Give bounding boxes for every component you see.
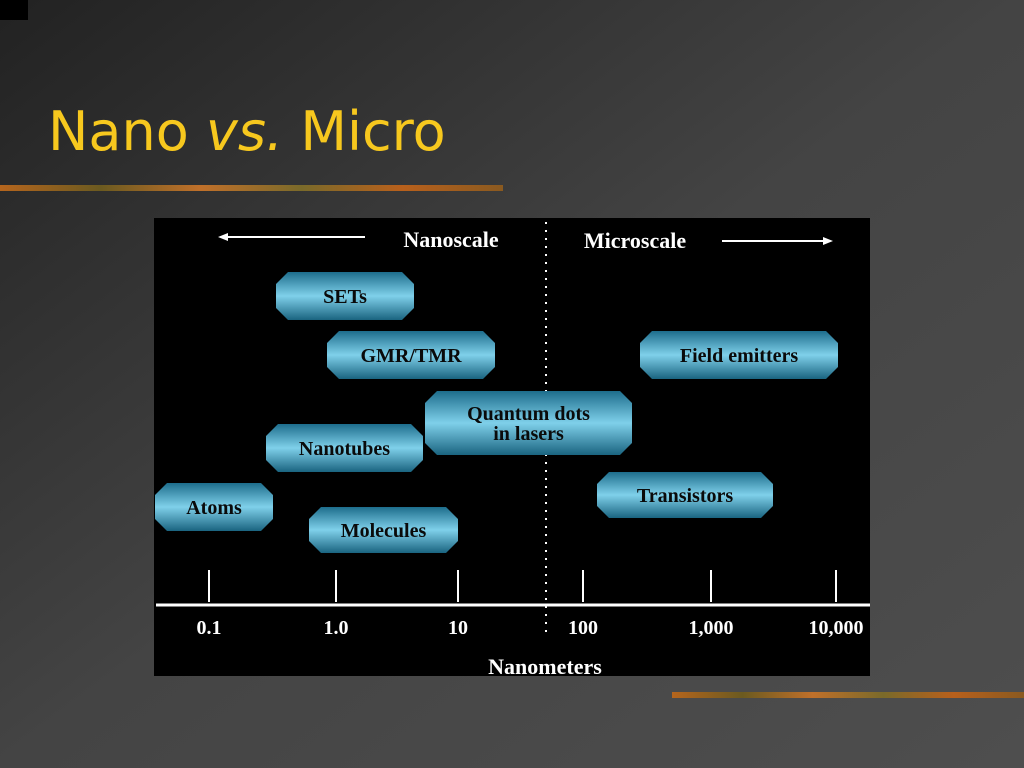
node-label: GMR/TMR [360,345,462,367]
node-shape [640,331,838,379]
node-label: Quantum dots [467,403,590,425]
node-label: in lasers [493,423,564,445]
node-shape [425,391,632,455]
node-shape [276,272,414,320]
node-label: SETs [323,286,367,308]
title-part: Nano [48,100,206,163]
node-shape [597,472,773,518]
node-label: Field emitters [680,345,798,367]
node: Field emitters [640,331,838,379]
tick-label: 1.0 [324,617,349,639]
tick-label: 100 [568,617,598,639]
tick-label: 1,000 [689,617,734,639]
tick-label: 10,000 [809,617,864,639]
arrow-head [218,233,228,241]
title-part: vs. [206,100,283,163]
decoration-bar [672,692,1024,698]
axis-title: Nanometers [488,654,602,679]
diagram: Nanoscale Microscale Nanometers 0.1 1.0 10… [154,218,870,679]
node: Molecules [309,507,458,553]
node-shape [309,507,458,553]
tick-label: 10 [448,617,468,639]
right-label: Microscale [584,228,686,253]
node: Transistors [597,472,773,518]
corner-block [0,0,28,20]
node: Atoms [155,483,273,531]
node-shape [266,424,423,472]
node-shape [155,483,273,531]
node-label: Nanotubes [299,438,390,460]
node-shape [327,331,495,379]
node: GMR/TMR [327,331,495,379]
title-part: Micro [283,100,446,163]
decoration-bar [0,185,503,191]
tick-label: 0.1 [197,617,222,639]
arrow-head [823,237,833,245]
left-label: Nanoscale [403,227,499,252]
node-label: Molecules [341,520,427,542]
node: Nanotubes [266,424,423,472]
node-label: Atoms [186,497,242,519]
node-label: Transistors [637,485,734,507]
slide-title: Nano vs. Micro [48,100,446,163]
node: SETs [276,272,414,320]
